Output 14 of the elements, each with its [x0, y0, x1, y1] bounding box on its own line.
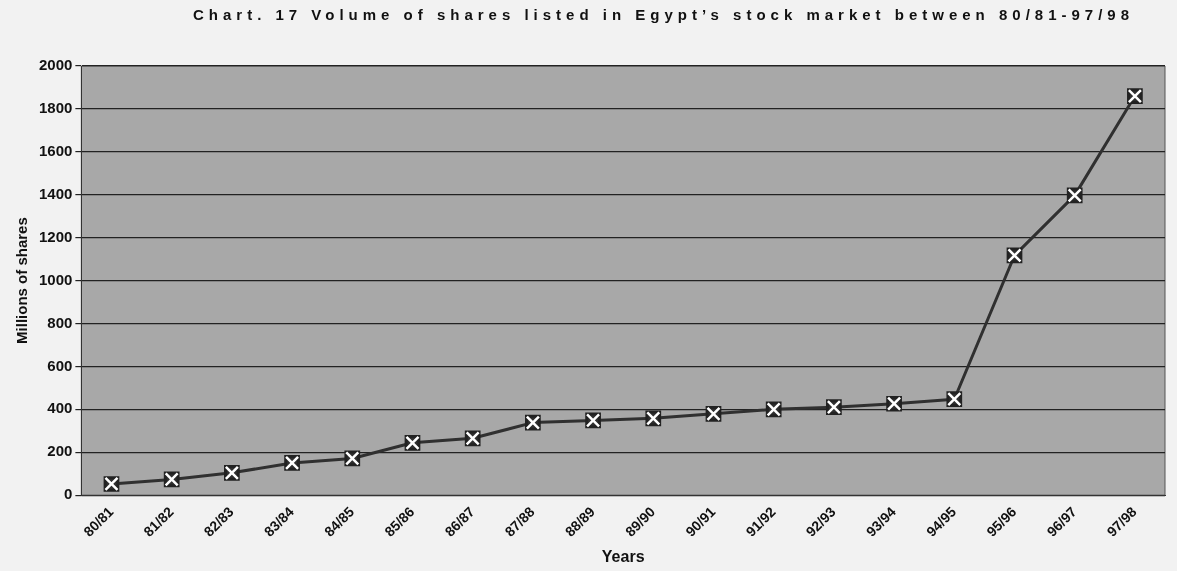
y-tick-label: 1400 — [38, 184, 73, 202]
y-tick-label: 1200 — [38, 227, 73, 245]
y-tick-label: 0 — [64, 485, 73, 503]
y-tick-label: 200 — [47, 442, 73, 460]
y-tick-label: 800 — [47, 313, 73, 331]
x-axis-title: Years — [601, 547, 645, 565]
y-tick-label: 400 — [47, 399, 73, 417]
y-tick-label: 1800 — [38, 99, 73, 117]
chart-title: Chart. 17 Volume of shares listed in Egypt’s stock market between 80/81-97/98 — [191, 5, 1136, 25]
y-tick-label: 2000 — [38, 56, 73, 74]
y-tick-label: 1000 — [38, 270, 73, 288]
y-tick-label: 1600 — [38, 141, 73, 159]
y-tick-label: 600 — [47, 356, 73, 374]
y-axis-title: Millions of shares — [13, 217, 31, 344]
